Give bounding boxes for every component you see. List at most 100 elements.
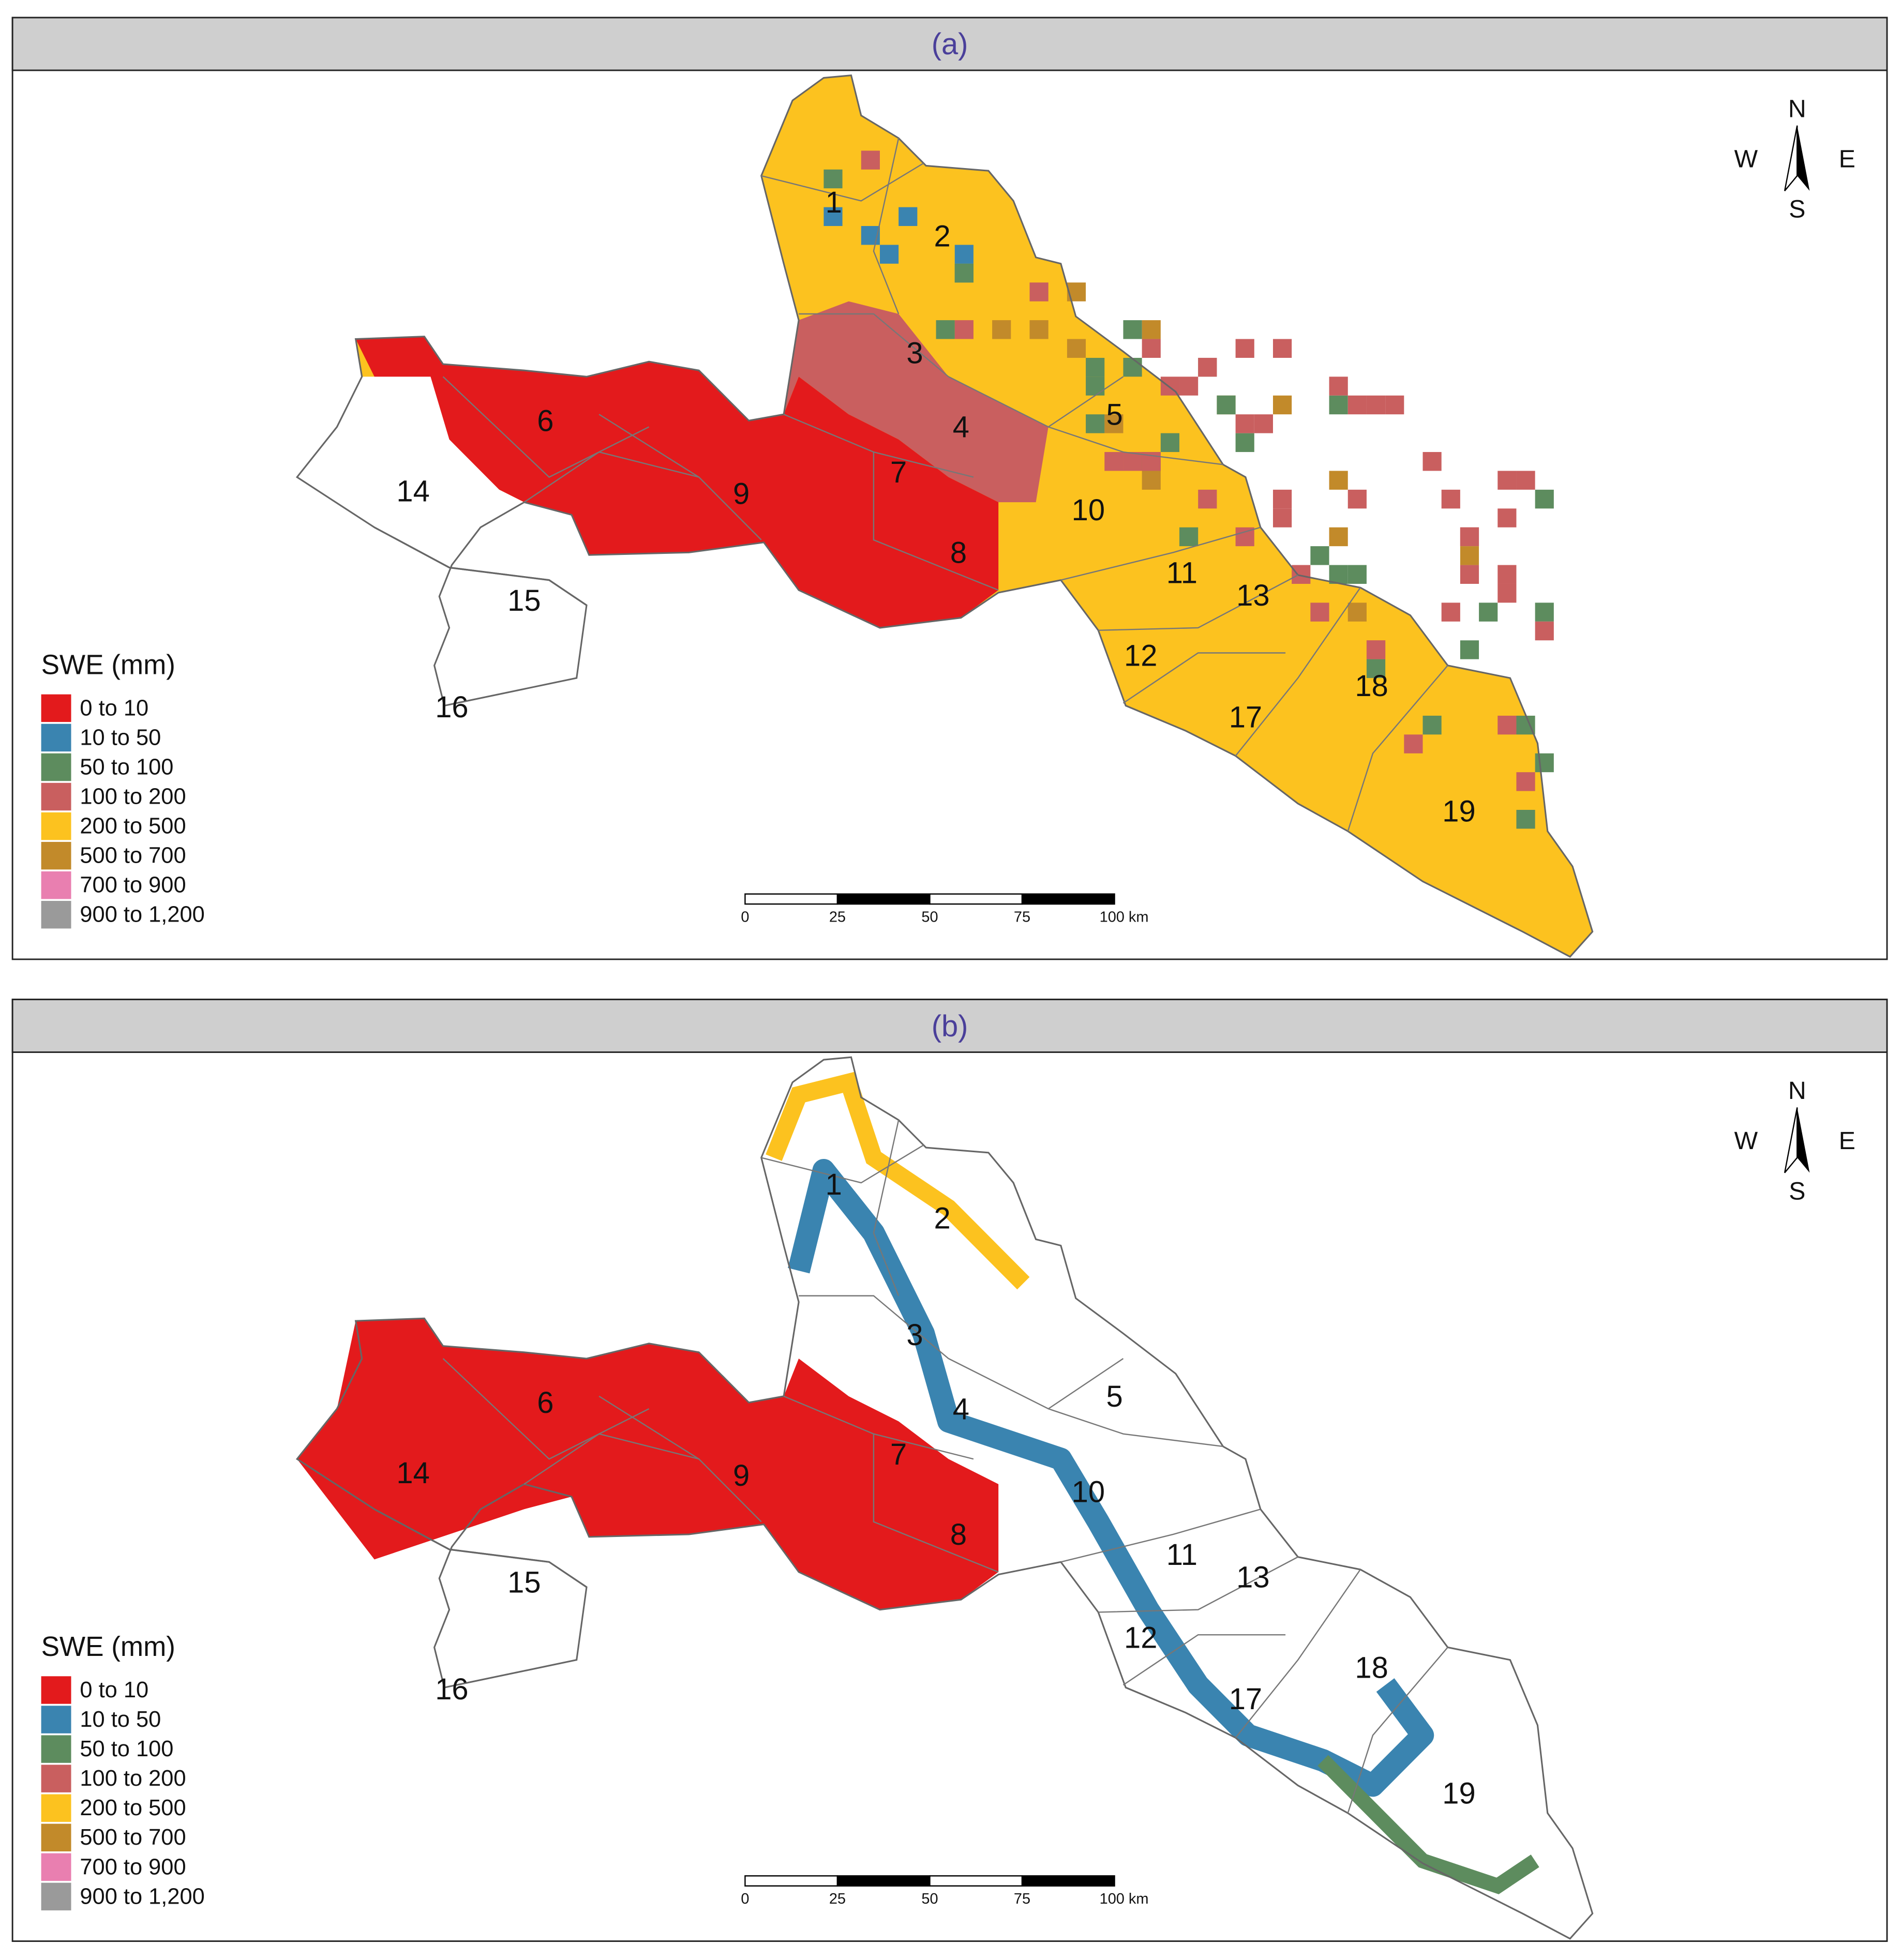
basin-boundary	[761, 1144, 924, 1184]
snow-cell	[1385, 395, 1404, 415]
basin-label: 10	[1072, 1475, 1105, 1509]
basin-boundary	[1098, 1556, 1298, 1613]
scale-segment	[836, 1875, 931, 1887]
legend-label: 100 to 200	[80, 1766, 186, 1791]
snow-cell	[1179, 527, 1199, 547]
basin-boundary	[1347, 1647, 1448, 1814]
snow-cell	[1347, 395, 1367, 415]
basin-boundary	[873, 1434, 999, 1573]
snow-cell	[1086, 357, 1105, 377]
scale-label: 75	[1014, 1891, 1030, 1907]
legend-label: 50 to 100	[80, 755, 173, 779]
snow-cell	[1497, 471, 1517, 490]
snow-cell	[1029, 320, 1049, 339]
snow-cell	[1104, 414, 1124, 433]
basin-boundary	[442, 1358, 650, 1460]
basin-boundary	[799, 313, 949, 378]
snow-cell	[1329, 395, 1348, 415]
snow-cell	[1272, 395, 1292, 415]
snow-cell	[1217, 395, 1236, 415]
snow-cell	[1086, 414, 1105, 433]
basin-label: 14	[396, 474, 429, 508]
snow-cell	[1329, 565, 1348, 584]
snow-cell	[1123, 320, 1142, 339]
snow-cell	[1516, 471, 1535, 490]
legend-swatch	[41, 841, 71, 870]
snow-cell	[1366, 659, 1386, 679]
snow-cell	[1535, 621, 1554, 641]
basin-label: 9	[733, 1459, 750, 1492]
legend-label: 900 to 1,200	[80, 1884, 204, 1909]
snow-cell	[1497, 583, 1517, 603]
basin-boundary	[1235, 1569, 1361, 1739]
basin-label: 6	[537, 1386, 553, 1420]
no-data-region	[374, 1497, 587, 1688]
basin-label: 18	[1355, 1651, 1388, 1684]
snow-cell	[1479, 602, 1498, 622]
basin-label: 3	[906, 336, 923, 370]
legend-swatch	[41, 1765, 71, 1792]
basin-label: 13	[1236, 579, 1269, 612]
compass-s: S	[1789, 1177, 1805, 1205]
basin-label: 19	[1442, 1776, 1475, 1810]
legend-label: 500 to 700	[80, 1825, 186, 1850]
basin-label: 2	[934, 220, 951, 253]
basin-label: 7	[890, 456, 907, 489]
snow-cell	[954, 263, 974, 283]
legend-label: 100 to 200	[80, 784, 186, 809]
legend-label: 500 to 700	[80, 843, 186, 868]
basin-boundary	[1122, 1634, 1286, 1686]
snow-cell	[1497, 508, 1517, 527]
scale-label: 50	[921, 1891, 938, 1907]
basin-boundary	[1122, 652, 1286, 704]
legend-label: 700 to 900	[80, 1855, 186, 1879]
scale-segment	[836, 893, 931, 905]
basin-label: 5	[1106, 1380, 1122, 1413]
basin-label: 4	[953, 1392, 969, 1426]
snow-cell	[1142, 320, 1161, 339]
snow-cell	[1198, 357, 1217, 377]
snow-cell	[1272, 508, 1292, 527]
basin-label: 19	[1442, 795, 1475, 828]
snow-cell	[1329, 376, 1348, 396]
snow-region	[355, 336, 999, 628]
snow-region	[297, 1318, 999, 1610]
basin-label: 9	[733, 477, 750, 510]
compass-e: E	[1839, 1127, 1855, 1155]
scale-segment	[744, 1875, 838, 1887]
snow-cell	[1366, 395, 1386, 415]
snow-cell	[1460, 565, 1479, 584]
no-data-region	[297, 376, 587, 706]
basin-label: 8	[950, 1518, 967, 1551]
legend-swatch	[41, 871, 71, 899]
legend-swatch	[41, 1676, 71, 1704]
legend-swatch	[41, 1706, 71, 1733]
snow-cell	[823, 169, 843, 189]
snow-band	[1317, 1755, 1539, 1894]
legend-swatch	[41, 1823, 71, 1851]
legend-label: 200 to 500	[80, 1796, 186, 1820]
basin-boundary	[523, 451, 699, 503]
scale-label: 100 km	[1100, 909, 1149, 925]
compass-s: S	[1789, 195, 1805, 223]
snow-cell	[954, 320, 974, 339]
snow-cell	[1441, 602, 1460, 622]
snow-cell	[1422, 715, 1442, 735]
snow-band	[788, 1158, 1434, 1797]
basin-label: 10	[1072, 493, 1105, 527]
snow-cell	[1497, 715, 1517, 735]
panel-header	[11, 17, 1888, 71]
scale-label: 0	[741, 1891, 749, 1907]
snow-cell	[1067, 282, 1086, 301]
basin-label: 7	[890, 1438, 907, 1471]
basin-label: 12	[1124, 639, 1157, 672]
compass-w: W	[1734, 145, 1758, 173]
snow-cell	[861, 150, 880, 170]
basin-label: 15	[507, 584, 541, 617]
snow-cell	[1347, 489, 1367, 509]
basin-label: 15	[507, 1565, 541, 1599]
basin-label: 17	[1229, 700, 1262, 734]
snow-cell	[936, 320, 955, 339]
